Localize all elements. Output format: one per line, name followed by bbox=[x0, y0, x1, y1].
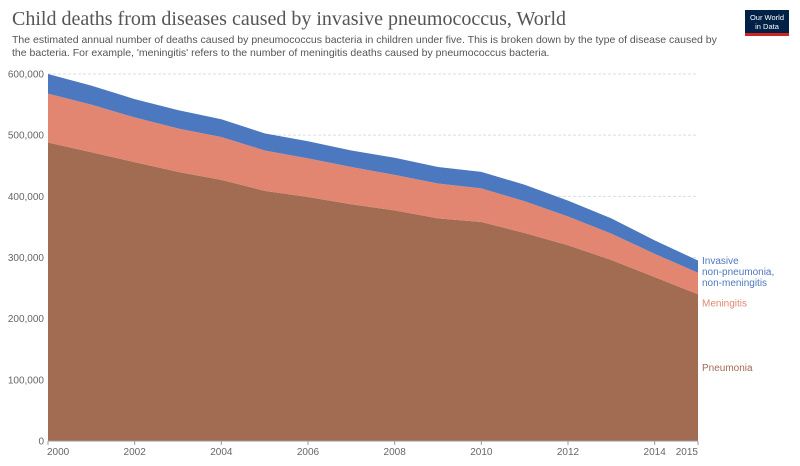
x-tick-label: 2006 bbox=[297, 447, 320, 458]
y-axis: 0 100,000 200,000 300,000 400,000 500,000 600,… bbox=[8, 70, 45, 448]
series-label-invasive-non-pneumonia-non-meningitis: Invasive bbox=[702, 256, 739, 267]
x-tick-label: 2008 bbox=[384, 447, 407, 458]
y-tick-label: 500,000 bbox=[8, 131, 45, 142]
area-series bbox=[48, 74, 698, 442]
area-invasive-non-pneumonia-non-meningitis[interactable] bbox=[48, 74, 698, 273]
series-label-invasive-non-pneumonia-non-meningitis: non-meningitis bbox=[702, 278, 767, 289]
x-tick-label: 2010 bbox=[470, 447, 493, 458]
area-meningitis[interactable] bbox=[48, 93, 698, 295]
y-tick-label: 600,000 bbox=[8, 70, 45, 81]
x-tick-label: 2004 bbox=[210, 447, 233, 458]
series-label-meningitis: Meningitis bbox=[702, 298, 747, 309]
x-axis: 2000 2002 2004 2006 2008 2010 2012 2014 2015 bbox=[47, 440, 699, 458]
series-label-pneumonia: Pneumonia bbox=[702, 363, 753, 374]
x-tick-label: 2015 bbox=[676, 447, 699, 458]
y-tick-label: 0 bbox=[38, 437, 44, 448]
x-tick-label: 2000 bbox=[47, 447, 70, 458]
chart-subtitle: The estimated annual number of deaths ca… bbox=[12, 34, 717, 59]
y-tick-label: 400,000 bbox=[8, 192, 45, 203]
x-tick-label: 2012 bbox=[557, 447, 580, 458]
series-label-invasive-non-pneumonia-non-meningitis: non-pneumonia, bbox=[702, 267, 774, 278]
logo-line-2: in Data bbox=[755, 22, 779, 31]
chart-title: Child deaths from diseases caused by inv… bbox=[12, 8, 567, 30]
x-tick-label: 2014 bbox=[644, 447, 667, 458]
y-tick-label: 300,000 bbox=[8, 253, 45, 264]
owid-logo[interactable]: Our World in Data bbox=[745, 10, 789, 36]
x-tick-label: 2002 bbox=[124, 447, 147, 458]
logo-line-1: Our World bbox=[749, 13, 785, 22]
area-pneumonia[interactable] bbox=[48, 142, 698, 442]
y-tick-label: 200,000 bbox=[8, 314, 45, 325]
y-tick-label: 100,000 bbox=[8, 375, 45, 386]
